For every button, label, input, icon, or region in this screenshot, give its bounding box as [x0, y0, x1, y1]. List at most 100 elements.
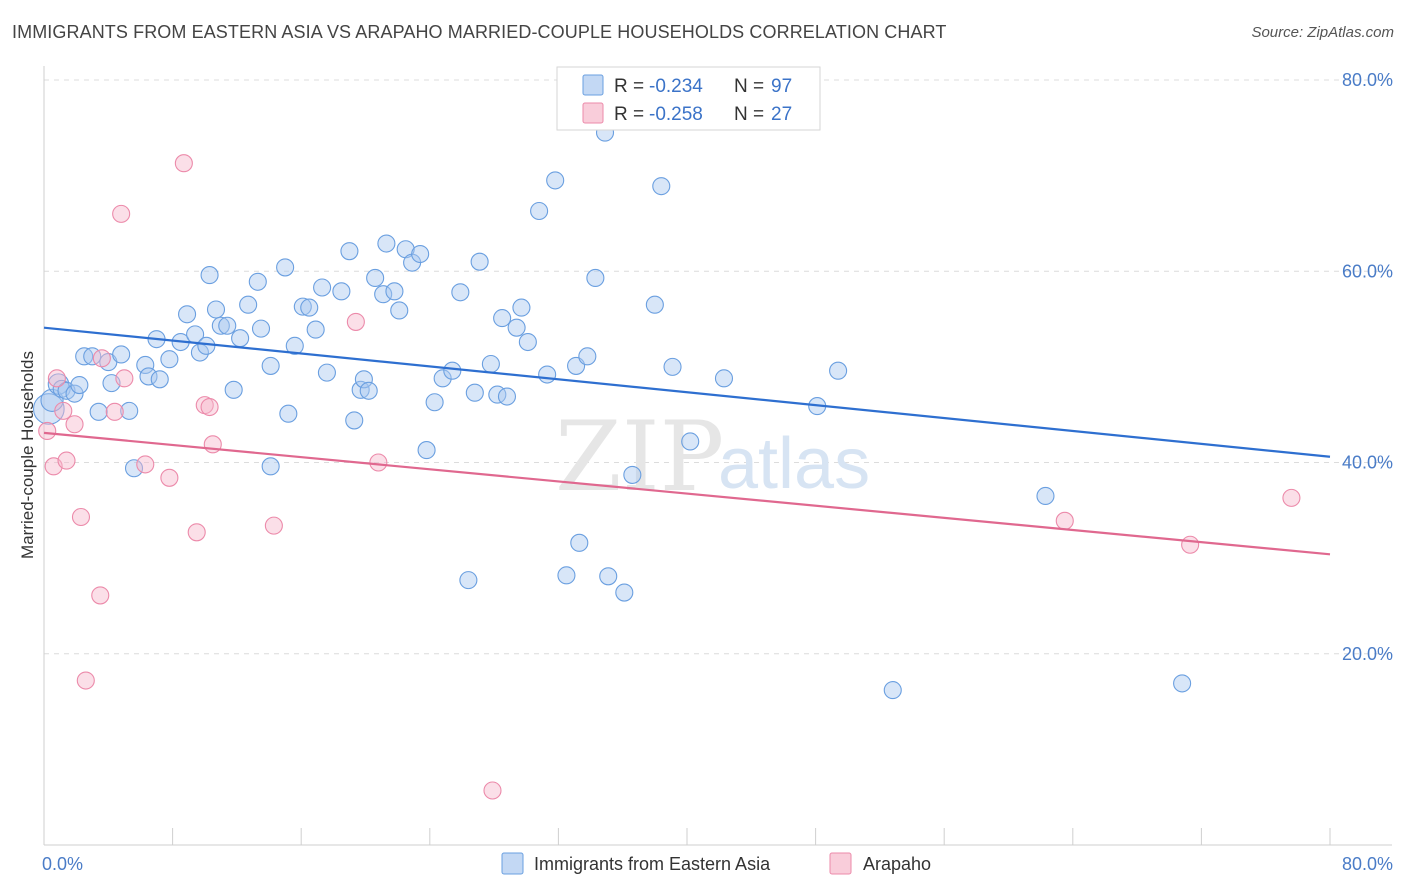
- scatter-point: [92, 349, 111, 368]
- scatter-point: [883, 681, 902, 700]
- scatter-point: [1173, 674, 1192, 693]
- series-legend: Immigrants from Eastern Asia Arapaho: [501, 852, 931, 875]
- scatter-point: [1282, 488, 1301, 507]
- scatter-point: [586, 268, 605, 287]
- scatter-point: [451, 283, 470, 302]
- scatter-point: [443, 361, 462, 380]
- scatter-point: [518, 332, 537, 352]
- legend-swatch-arapaho: [582, 102, 604, 124]
- y-tick-label: 80.0%: [1342, 70, 1393, 90]
- trend-line: [43, 326, 1331, 458]
- scatter-point: [354, 370, 373, 389]
- scatter-point: [538, 365, 557, 384]
- scatter-point: [197, 336, 216, 355]
- scatter-point: [65, 415, 84, 434]
- y-tick-label: 20.0%: [1342, 644, 1393, 664]
- scatter-point: [459, 571, 478, 590]
- legend-swatch-eastern-asia: [501, 852, 524, 875]
- legend-swatch-arapaho: [829, 852, 852, 875]
- scatter-point: [150, 370, 169, 389]
- scatter-point: [261, 457, 280, 476]
- stats-legend: R = -0.234 N = 97 R = -0.258 N = 27: [556, 66, 821, 131]
- scatter-point: [218, 316, 237, 335]
- scatter-point: [493, 309, 512, 328]
- scatter-point: [89, 402, 108, 421]
- x-tick-label: 0.0%: [42, 854, 83, 874]
- scatter-point: [546, 171, 565, 190]
- scatter-point: [251, 319, 271, 338]
- scatter-point: [124, 459, 144, 478]
- scatter-point: [615, 583, 634, 602]
- scatter-point: [285, 336, 304, 355]
- scatter-point: [160, 468, 179, 487]
- legend-label-eastern-asia: Immigrants from Eastern Asia: [534, 854, 771, 874]
- scatter-point: [224, 380, 243, 399]
- scatter-point: [663, 357, 682, 376]
- scatter-point: [300, 298, 319, 317]
- scatter-point: [714, 369, 734, 388]
- scatter-point: [377, 234, 396, 253]
- scatter-point: [652, 177, 671, 196]
- scatter-point: [346, 312, 365, 331]
- series-arapaho: [38, 154, 1301, 800]
- scatter-point: [160, 350, 179, 369]
- legend-r-label: R =: [614, 104, 644, 125]
- legend-label-arapaho: Arapaho: [863, 854, 931, 874]
- y-axis-title: Married-couple Households: [18, 351, 37, 559]
- watermark-zip: ZIP: [555, 401, 724, 513]
- scatter-point: [264, 516, 283, 535]
- scatter-point: [369, 453, 388, 472]
- scatter-point: [136, 455, 155, 474]
- watermark-atlas: atlas: [718, 424, 870, 504]
- scatter-point: [178, 305, 197, 324]
- scatter-point: [174, 154, 193, 173]
- scatter-point: [139, 367, 158, 386]
- legend-r-value: -0.234: [649, 76, 703, 97]
- scatter-point: [136, 355, 155, 375]
- scatter-point: [293, 297, 312, 316]
- legend-n-label: N =: [734, 104, 764, 125]
- gridlines: [44, 79, 1392, 655]
- scatter-point: [530, 201, 549, 221]
- scatter-point: [54, 401, 73, 420]
- scatter-point: [497, 387, 517, 406]
- scatter-point: [417, 441, 436, 460]
- scatter-point: [38, 421, 57, 440]
- scatter-point: [279, 404, 298, 423]
- scatter-point: [239, 295, 258, 314]
- scatter-point: [91, 586, 110, 605]
- scatter-point: [359, 381, 378, 400]
- scatter-point: [47, 369, 66, 388]
- scatter-point: [57, 451, 76, 470]
- chart-title: IMMIGRANTS FROM EASTERN ASIA VS ARAPAHO …: [12, 22, 947, 42]
- scatter-point: [105, 402, 124, 421]
- scatter-point: [313, 278, 332, 297]
- y-tick-labels: 20.0% 40.0% 60.0% 80.0%: [1342, 70, 1393, 664]
- scatter-point: [390, 301, 409, 320]
- scatter-point: [112, 345, 131, 364]
- scatter-point: [1181, 535, 1200, 554]
- scatter-point: [829, 361, 848, 380]
- scatter-point: [425, 393, 444, 412]
- scatter-point: [200, 397, 219, 417]
- scatter-point: [317, 363, 336, 382]
- scatter-point: [681, 432, 700, 451]
- scatter-point: [465, 383, 484, 402]
- scatter-point: [645, 295, 664, 314]
- scatter-point: [115, 369, 134, 388]
- series-eastern-asia: [32, 84, 1192, 700]
- scatter-point: [411, 244, 430, 264]
- y-tick-label: 40.0%: [1342, 453, 1393, 473]
- legend-n-value: 27: [771, 104, 792, 125]
- scatter-point: [345, 411, 364, 430]
- legend-swatch-eastern-asia: [582, 74, 604, 96]
- scatter-point: [1055, 511, 1074, 530]
- x-tick-label: 80.0%: [1342, 854, 1393, 874]
- scatter-point: [200, 266, 219, 285]
- scatter-point: [340, 242, 359, 261]
- scatter-point: [40, 388, 64, 412]
- trend-line: [43, 431, 1331, 556]
- trend-lines: [43, 326, 1331, 556]
- scatter-point: [557, 566, 576, 585]
